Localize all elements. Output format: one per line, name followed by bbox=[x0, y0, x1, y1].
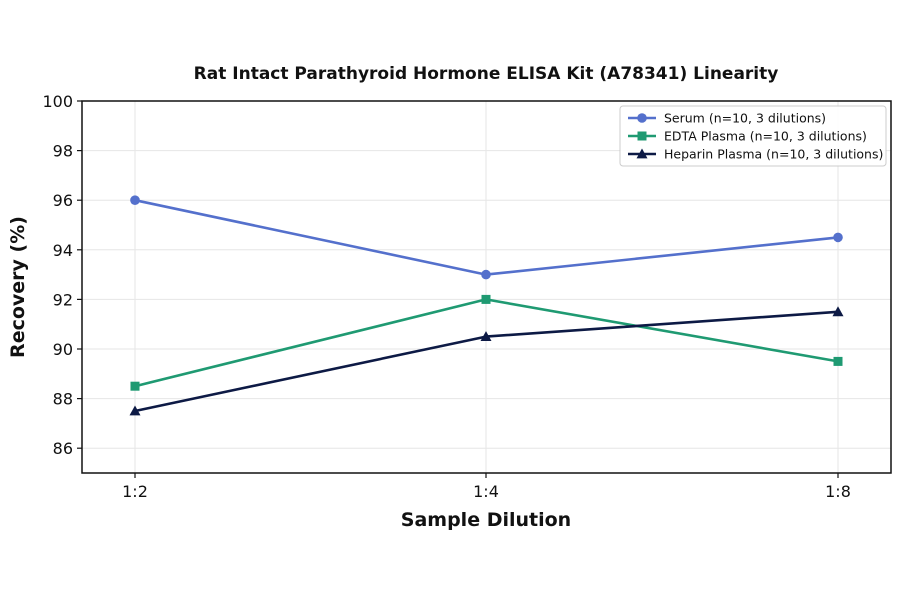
chart-title: Rat Intact Parathyroid Hormone ELISA Kit… bbox=[194, 64, 779, 84]
x-tick-label: 1:4 bbox=[473, 482, 499, 501]
y-tick-label: 96 bbox=[53, 191, 73, 210]
legend: Serum (n=10, 3 dilutions) EDTA Plasma (n=… bbox=[619, 105, 887, 167]
y-tick-label: 94 bbox=[53, 241, 73, 260]
y-tick-label: 86 bbox=[53, 439, 73, 458]
legend-label-heparin: Heparin Plasma (n=10, 3 dilutions) bbox=[664, 147, 883, 162]
x-tick-label: 1:2 bbox=[122, 482, 148, 501]
x-tick-label: 1:8 bbox=[825, 482, 851, 501]
data-point-edta bbox=[481, 294, 491, 304]
series-layer bbox=[129, 195, 844, 416]
data-point-serum bbox=[481, 269, 491, 280]
legend-marker-edta bbox=[637, 131, 647, 141]
data-point-heparin bbox=[129, 405, 141, 416]
y-axis-label: Recovery (%) bbox=[7, 216, 29, 358]
data-point-serum bbox=[833, 232, 843, 243]
legend-marker-serum bbox=[637, 113, 647, 123]
data-point-heparin bbox=[832, 306, 844, 317]
data-point-heparin bbox=[480, 331, 492, 341]
data-point-edta bbox=[130, 381, 140, 391]
y-tick-label: 90 bbox=[53, 340, 73, 359]
legend-marker-heparin bbox=[636, 148, 648, 159]
x-axis-label: Sample Dilution bbox=[401, 509, 571, 531]
legend-label-serum: Serum (n=10, 3 dilutions) bbox=[664, 111, 826, 126]
ticks-layer: 86 88 90 92 94 96 98 100 1:2 1:4 1:8 bbox=[42, 92, 850, 501]
legend-box bbox=[619, 105, 887, 167]
legend-label-edta: EDTA Plasma (n=10, 3 dilutions) bbox=[664, 129, 867, 144]
y-tick-label: 92 bbox=[53, 290, 73, 309]
data-point-edta bbox=[833, 356, 843, 366]
y-tick-label: 98 bbox=[53, 142, 73, 161]
y-tick-label: 100 bbox=[42, 92, 73, 111]
y-tick-label: 88 bbox=[53, 390, 73, 409]
data-point-serum bbox=[130, 195, 140, 205]
